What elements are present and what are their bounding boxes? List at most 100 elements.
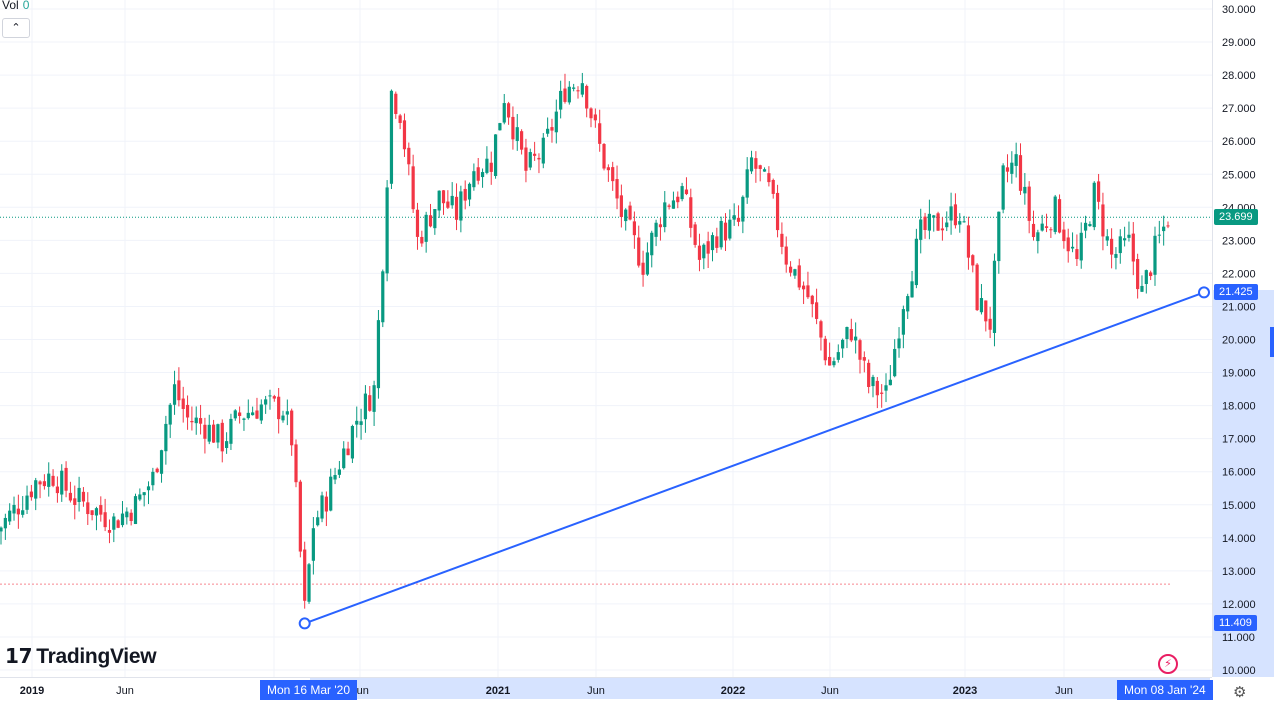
candle-body [229,418,233,444]
candle-body [1101,204,1105,237]
price-tick-label: 27.000 [1222,103,1256,115]
candle-body [858,340,862,360]
candle-body [376,320,381,389]
candle-body [194,417,198,424]
candle-body [112,516,116,530]
candle-body [285,411,289,415]
candle-body [120,513,125,526]
lightning-icon[interactable]: ⚡ [1158,654,1178,674]
price-tick-label: 29.000 [1222,37,1256,49]
candle-body [875,380,879,396]
trendline[interactable] [304,291,1205,625]
candle-body [290,410,294,446]
candle-body [1027,186,1031,221]
candle-body [758,165,762,169]
candle-body [99,505,103,515]
candle-body [823,338,827,361]
price-tick-label: 13.000 [1222,566,1256,578]
candle-body [368,395,372,411]
candle-body [585,85,589,109]
candle-body [936,213,940,231]
candle-body [598,123,602,144]
candle-body [60,470,64,495]
time-tick-label: 2019 [20,685,44,697]
candle-body [645,252,650,275]
candle-body [407,147,411,165]
candle-body [185,404,190,418]
gear-icon[interactable]: ⚙ [1233,683,1247,701]
candle-body [90,510,94,515]
price-axis-scroll-marker[interactable] [1270,327,1274,357]
price-tick-label: 18.000 [1222,401,1256,413]
candle-body [1110,238,1114,255]
candle-body [940,228,945,231]
candle-body [398,115,402,123]
trendline-end-handle[interactable] [1198,286,1210,299]
candle-body [402,120,407,150]
candle-body [945,222,949,228]
candle-body [541,137,545,164]
candle-body [706,241,710,254]
candle-body [155,468,159,473]
candle-body [767,173,771,183]
candle-body [550,127,554,131]
price-tick-label: 28.000 [1222,70,1256,82]
candle-body [0,527,3,532]
candle-body [927,213,931,231]
candle-body [1118,236,1122,254]
candle-body [1140,285,1144,292]
candle-body [116,520,120,528]
candle-body [901,309,905,335]
candle-body [689,197,693,228]
candle-body [242,418,246,420]
candle-body [572,87,576,89]
candle-body [459,191,463,221]
candle-body [862,357,866,361]
candle-body [775,192,780,231]
candle-body [1131,233,1135,262]
candle-body [424,214,428,242]
price-tick-label: 12.000 [1222,599,1256,611]
candle-body [133,496,138,525]
candle-body [537,157,541,160]
candles [0,72,1170,609]
candle-body [264,399,268,405]
candle-body [580,83,584,95]
price-tick-label: 23.000 [1222,235,1256,247]
price-tick-label: 19.000 [1222,368,1256,380]
candle-body [12,504,16,514]
candle-body [676,196,680,203]
time-tick-label: Jun [821,685,839,697]
collapse-button[interactable]: ⌃ [2,18,30,38]
last-price-tag: 23.699 [1214,209,1258,226]
candle-body [103,512,107,528]
candle-body [142,492,146,496]
candle-body [658,224,663,228]
candle-body [415,209,420,237]
candle-body [975,264,979,311]
candle-body [663,202,667,228]
candle-body [1010,162,1014,174]
trendline-start-handle[interactable] [298,617,311,630]
candle-body [693,224,697,245]
candle-body [1023,186,1027,194]
candle-body [47,473,51,487]
time-tick-label: 2022 [721,685,745,697]
candle-body [311,528,315,561]
candle-body [1057,199,1062,233]
time-tick-label: 2021 [486,685,510,697]
candle-body [841,339,845,349]
candle-body [1114,254,1118,258]
candle-body [428,215,433,227]
volume-title: Vol [2,0,19,12]
candle-body [450,195,454,206]
price-tick-label: 21.000 [1222,301,1256,313]
candle-body [650,232,654,256]
candle-body [1018,155,1023,191]
candle-body [780,233,784,247]
candle-body [159,450,164,474]
candle-body [498,123,502,131]
candle-body [303,549,307,601]
